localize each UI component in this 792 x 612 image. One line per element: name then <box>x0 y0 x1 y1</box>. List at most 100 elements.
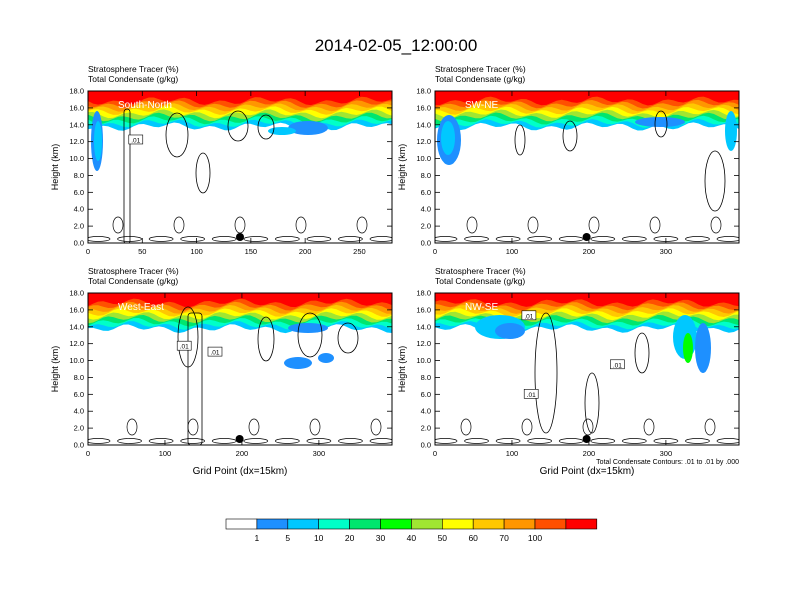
panel-title: Stratosphere Tracer (%) <box>435 64 526 74</box>
location-marker <box>582 233 591 241</box>
condensate-contour <box>464 438 489 444</box>
y-tick-label: 12.0 <box>69 137 84 146</box>
x-tick-label: 0 <box>433 449 437 458</box>
condensate-contour <box>211 236 237 242</box>
y-axis-label: Height (km) <box>50 346 60 393</box>
condensate-contour <box>527 236 553 242</box>
condensate-contour <box>369 236 392 242</box>
y-axis-label: Height (km) <box>50 144 60 191</box>
contour-label-box <box>521 310 537 321</box>
condensate-contour <box>257 316 275 362</box>
condensate-contour <box>112 216 124 234</box>
tracer-blob <box>725 111 737 151</box>
condensate-contour <box>514 124 526 156</box>
condensate-contour <box>148 438 174 444</box>
colorbar-label: 30 <box>376 533 386 543</box>
y-tick-label: 12.0 <box>416 137 431 146</box>
colorbar-label: 20 <box>345 533 355 543</box>
condensate-contour <box>495 438 521 444</box>
condensate-contour <box>621 438 647 444</box>
contour-label-box <box>128 134 144 145</box>
tracer-blob <box>318 353 334 363</box>
condensate-contour <box>257 114 275 140</box>
tracer-field <box>88 91 392 243</box>
section-label: NW-SE <box>465 302 498 313</box>
contour-label: .01 <box>180 344 189 351</box>
condensate-contour <box>338 438 363 444</box>
colorbar-label: 50 <box>438 533 448 543</box>
condensate-contour <box>88 438 111 444</box>
y-tick-label: 0.0 <box>74 239 84 248</box>
condensate-contour <box>369 438 392 444</box>
condensate-contour <box>243 236 269 242</box>
panel-title: Stratosphere Tracer (%) <box>88 266 179 276</box>
condensate-contour <box>521 418 533 436</box>
condensate-contour <box>435 236 458 242</box>
condensate-contour <box>117 236 142 242</box>
x-tick-label: 0 <box>433 247 437 256</box>
contour-label-box <box>610 359 625 370</box>
contour-note: Total Condensate Contours: .01 to .01 by… <box>596 459 739 466</box>
y-tick-label: 8.0 <box>74 373 84 382</box>
tracer-band <box>435 293 739 307</box>
y-tick-label: 6.0 <box>421 390 431 399</box>
panel-west-east: .01 .01 0.0 2.0 4.0 6.0 8.0 10.0 12.0 14.0 16.0 18.… <box>50 266 393 477</box>
x-tick-label: 150 <box>245 247 258 256</box>
x-tick-label: 0 <box>86 449 90 458</box>
tracer-band <box>435 91 739 106</box>
condensate-contour <box>338 236 363 242</box>
condensate-contour <box>704 418 716 436</box>
colorbar-swatch <box>534 518 567 530</box>
contour-label: .01 <box>527 392 536 399</box>
x-tick-label: 100 <box>506 449 519 458</box>
condensate-contour <box>88 236 111 242</box>
y-tick-label: 12.0 <box>416 339 431 348</box>
condensate-contour <box>295 216 307 234</box>
x-tick-label: 100 <box>506 247 519 256</box>
tracer-blob <box>683 333 693 363</box>
colorbar-swatch <box>472 518 505 530</box>
tracer-blob <box>288 121 328 135</box>
condensate-contour <box>248 418 260 436</box>
y-axis-label: Height (km) <box>397 346 407 393</box>
condensate-contour <box>180 236 206 242</box>
y-tick-label: 10.0 <box>69 356 84 365</box>
colorbar-label: 100 <box>528 533 542 543</box>
condensate-contour <box>195 152 211 194</box>
y-tick-label: 4.0 <box>421 205 431 214</box>
condensate-contour <box>634 332 650 374</box>
condensate-contour <box>710 216 722 234</box>
contour-label-box <box>176 340 192 351</box>
colorbar-swatch <box>349 518 381 530</box>
location-marker <box>236 233 244 241</box>
condensate-contour <box>165 112 189 158</box>
section-label: SW-NE <box>465 100 498 111</box>
y-tick-label: 2.0 <box>421 424 431 433</box>
condensate-contour <box>621 236 647 242</box>
condensate-column <box>187 312 203 445</box>
tracer-band <box>88 293 392 308</box>
colorbar-swatch <box>256 518 289 530</box>
tracer-field <box>88 293 392 445</box>
contour-label-box <box>523 389 539 399</box>
y-tick-label: 16.0 <box>69 103 84 112</box>
x-axis-label: Grid Point (dx=15km) <box>193 466 288 477</box>
y-tick-label: 14.0 <box>416 322 431 331</box>
condensate-contour <box>527 438 553 444</box>
colorbar-swatch <box>503 518 536 530</box>
condensate-contour <box>126 418 138 436</box>
condensate-contour <box>685 438 710 444</box>
contour-label: .01 <box>210 350 219 357</box>
y-tick-label: 10.0 <box>416 154 431 163</box>
x-tick-label: 0 <box>86 247 90 256</box>
x-tick-label: 300 <box>660 449 673 458</box>
panel-sw-ne: 0.0 2.0 4.0 6.0 8.0 10.0 12.0 14.0 16.0 18.0 0 100 2… <box>397 64 740 256</box>
y-tick-label: 8.0 <box>421 171 431 180</box>
y-tick-label: 8.0 <box>421 373 431 382</box>
contour-label-box <box>207 346 223 357</box>
condensate-contour <box>649 216 661 234</box>
panel-subtitle: Total Condensate (g/kg) <box>88 74 178 84</box>
x-tick-label: 300 <box>313 449 326 458</box>
plot-frame <box>434 90 740 244</box>
